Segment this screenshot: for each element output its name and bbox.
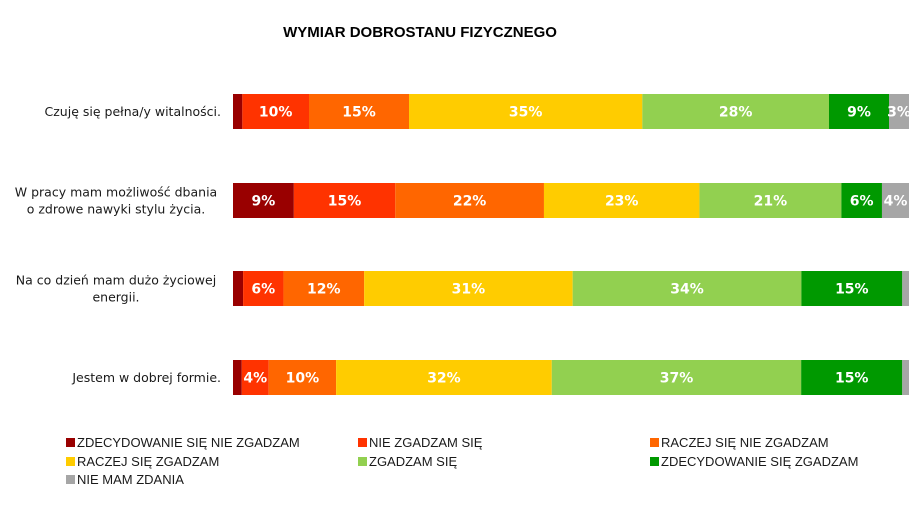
data-label: 9% bbox=[847, 105, 871, 121]
legend-item: ZGADZAM SIĘ bbox=[358, 454, 457, 469]
bar-segment bbox=[336, 360, 552, 395]
legend-label: NIE MAM ZDANIA bbox=[77, 472, 184, 487]
data-label: 15% bbox=[342, 105, 376, 121]
data-label: 10% bbox=[286, 371, 320, 387]
data-label: 28% bbox=[719, 105, 753, 121]
legend-label: ZGADZAM SIĘ bbox=[369, 454, 457, 469]
bars: 10% 15% 35% 28% 9% 3% 9% 15% 22% 23% 21% 6% 4% 6% 12% 3… bbox=[233, 94, 911, 395]
legend-swatch bbox=[358, 457, 367, 466]
category-label: W pracy mam możliwość dbania bbox=[15, 185, 217, 200]
bar-segment bbox=[364, 271, 573, 306]
bar-segment bbox=[902, 360, 909, 395]
data-label: 9% bbox=[252, 194, 276, 210]
legend: ZDECYDOWANIE SIĘ NIE ZGADZAM NIE ZGADZAM … bbox=[66, 435, 858, 487]
data-label: 6% bbox=[251, 282, 275, 298]
chart-title: WYMIAR DOBROSTANU FIZYCZNEGO bbox=[283, 24, 557, 41]
bar-segment bbox=[409, 94, 643, 129]
legend-label: ZDECYDOWANIE SIĘ ZGADZAM bbox=[661, 454, 858, 469]
legend-item: NIE ZGADZAM SIĘ bbox=[358, 435, 483, 450]
data-label: 31% bbox=[452, 282, 486, 298]
data-label: 4% bbox=[243, 371, 267, 387]
bar-segment bbox=[829, 94, 889, 129]
bar-segment bbox=[902, 271, 909, 306]
bar-segment bbox=[243, 271, 284, 306]
bar-segment bbox=[283, 271, 365, 306]
bar-segment bbox=[572, 271, 802, 306]
data-label: 34% bbox=[670, 282, 704, 298]
category-labels: Czuję się pełna/y witalności. W pracy mam… bbox=[15, 104, 221, 385]
bar-segment bbox=[395, 183, 544, 218]
data-label: 35% bbox=[509, 105, 543, 121]
bar-segment bbox=[242, 94, 309, 129]
data-label: 15% bbox=[835, 371, 869, 387]
data-label: 37% bbox=[660, 371, 694, 387]
legend-swatch bbox=[650, 457, 659, 466]
data-label: 15% bbox=[328, 194, 362, 210]
legend-item: RACZEJ SIĘ NIE ZGADZAM bbox=[650, 435, 829, 450]
bar-segment bbox=[889, 94, 909, 129]
data-label: 23% bbox=[605, 194, 639, 210]
data-label: 4% bbox=[884, 194, 908, 210]
legend-label: RACZEJ SIĘ ZGADZAM bbox=[77, 454, 219, 469]
data-label: 3% bbox=[887, 105, 911, 121]
legend-swatch bbox=[66, 457, 75, 466]
data-label: 10% bbox=[259, 105, 293, 121]
bar-segment bbox=[293, 183, 396, 218]
category-label: o zdrowe nawyki stylu życia. bbox=[27, 202, 206, 217]
bar-segment bbox=[233, 360, 242, 395]
category-label: Czuję się pełna/y witalności. bbox=[45, 104, 221, 119]
bar-segment bbox=[309, 94, 409, 129]
bar-segment bbox=[801, 360, 903, 395]
data-label: 32% bbox=[427, 371, 461, 387]
bar-segment bbox=[268, 360, 337, 395]
legend-item: NIE MAM ZDANIA bbox=[66, 472, 184, 487]
bar-segment bbox=[233, 94, 243, 129]
data-label: 21% bbox=[754, 194, 788, 210]
bar-segment bbox=[699, 183, 842, 218]
bar-segment bbox=[551, 360, 802, 395]
bar-segment bbox=[241, 360, 269, 395]
data-label: 12% bbox=[307, 282, 341, 298]
legend-item: ZDECYDOWANIE SIĘ NIE ZGADZAM bbox=[66, 435, 300, 450]
bar-segment bbox=[841, 183, 882, 218]
legend-swatch bbox=[358, 438, 367, 447]
category-label: Jestem w dobrej formie. bbox=[71, 370, 221, 385]
legend-swatch bbox=[66, 475, 75, 484]
category-label: Na co dzień mam dużo życiowej bbox=[16, 273, 216, 288]
bar-segment bbox=[233, 271, 244, 306]
legend-swatch bbox=[650, 438, 659, 447]
bar-segment bbox=[642, 94, 829, 129]
data-label: 22% bbox=[453, 194, 487, 210]
bar-segment bbox=[801, 271, 903, 306]
legend-item: ZDECYDOWANIE SIĘ ZGADZAM bbox=[650, 454, 858, 469]
legend-label: NIE ZGADZAM SIĘ bbox=[369, 435, 483, 450]
bar-segment bbox=[233, 183, 294, 218]
legend-swatch bbox=[66, 438, 75, 447]
bar-segment bbox=[543, 183, 700, 218]
legend-label: ZDECYDOWANIE SIĘ NIE ZGADZAM bbox=[77, 435, 300, 450]
data-label: 15% bbox=[835, 282, 869, 298]
bar-segment bbox=[881, 183, 909, 218]
legend-label: RACZEJ SIĘ NIE ZGADZAM bbox=[661, 435, 829, 450]
category-label: energii. bbox=[92, 290, 139, 305]
data-label: 6% bbox=[850, 194, 874, 210]
legend-item: RACZEJ SIĘ ZGADZAM bbox=[66, 454, 219, 469]
